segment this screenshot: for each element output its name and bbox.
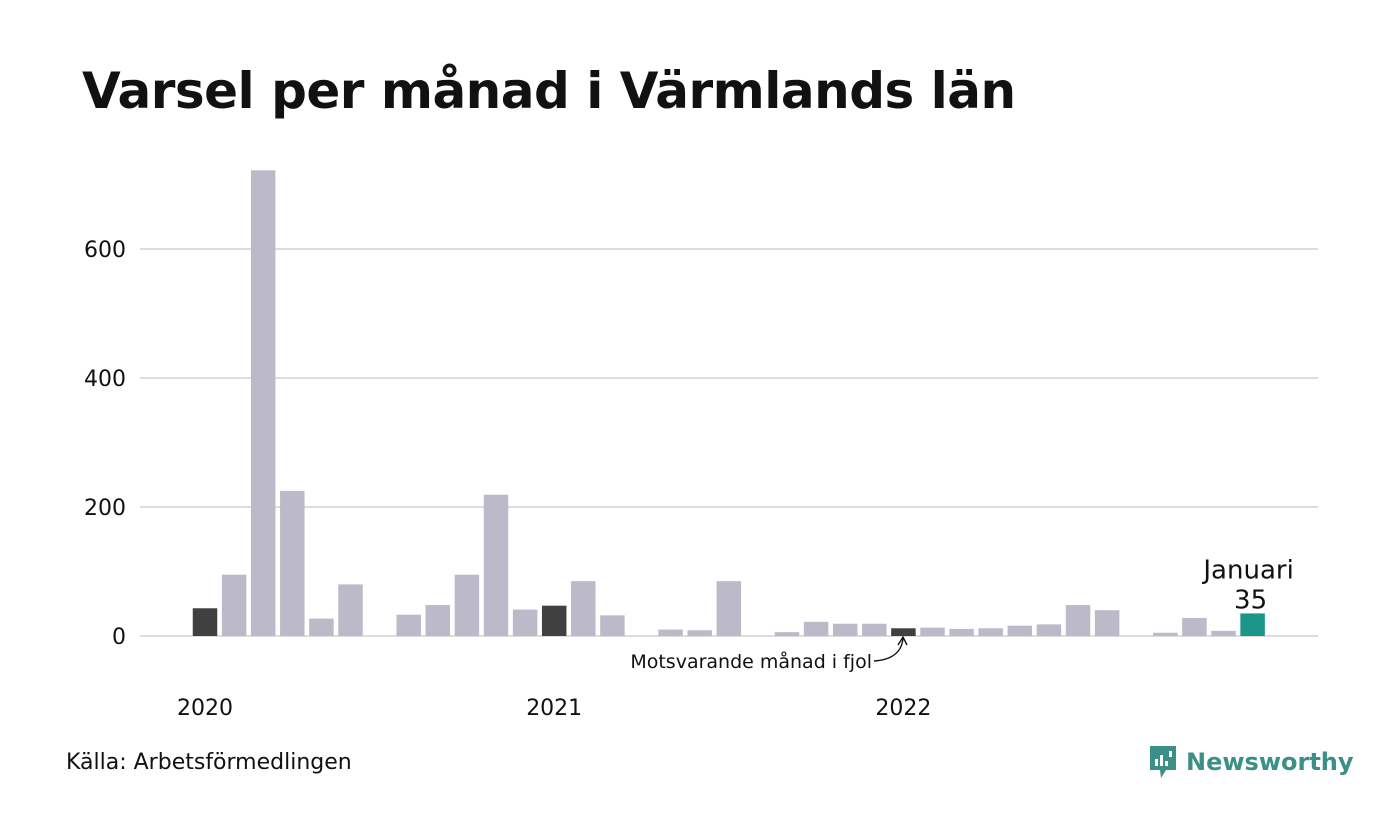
bar-2022-02 [920,627,945,636]
comparison-annotation: Motsvarande månad i fjol [630,650,872,673]
bar-2020-11 [483,494,509,636]
bar-2022-07 [1065,605,1091,636]
grid-lines [140,248,1318,637]
bar-2021-10 [803,621,829,636]
bar-2020-10 [454,574,480,636]
y-tick-label: 0 [112,625,126,650]
bar-2022-04 [978,628,1003,636]
bar-2020-02 [221,574,247,636]
highlight-value: 35 [1234,585,1267,615]
bar-2021-02 [571,581,596,636]
annotations: Motsvarande månad i fjol Januari 35 [630,555,1293,673]
bar-2020-08 [396,614,421,636]
y-tick-label: 600 [84,238,126,263]
bar-2022-01 [891,628,916,636]
bar-2020-12 [512,609,538,636]
bar-2020-05 [309,618,334,636]
bar-2021-03 [600,615,625,636]
comparison-arrow [873,637,904,662]
bar-2021-07 [716,581,742,636]
highlight-label: Januari [1201,555,1293,585]
brand-name: Newsworthy [1186,748,1354,776]
bar-chart: 0 200 400 600 2020 2021 2022 Motsvarande måna… [84,170,1318,721]
bar-2023-01 [1240,613,1265,636]
bar-2022-05 [1007,625,1033,636]
bars [192,170,1265,636]
bar-2021-12 [862,623,887,636]
newsworthy-logo-icon [1150,746,1176,778]
bar-2020-06 [338,584,363,636]
bar-2021-11 [832,623,858,636]
bar-2022-11 [1182,617,1207,636]
bar-2021-06 [687,630,712,636]
bar-2020-04 [280,490,305,636]
bar-2022-06 [1036,624,1062,636]
y-axis-labels: 0 200 400 600 [84,238,126,650]
bar-2022-08 [1094,610,1120,636]
brand-logo: Newsworthy [1148,744,1354,780]
x-tick-label: 2022 [875,696,931,721]
bar-2022-10 [1153,632,1178,636]
bar-2020-09 [425,605,451,636]
x-tick-label: 2021 [526,696,582,721]
bar-2021-01 [541,605,567,636]
bar-2022-12 [1211,630,1236,636]
bar-2022-03 [949,628,974,636]
bar-2021-05 [658,629,683,636]
comparison-arrowhead [897,635,908,646]
y-tick-label: 400 [84,367,126,392]
chart-title: Varsel per månad i Värmlands län [82,62,1016,120]
x-axis-labels: 2020 2021 2022 [177,696,931,721]
x-tick-label: 2020 [177,696,233,721]
bar-2021-09 [774,632,800,636]
y-tick-label: 200 [84,496,126,521]
source-note: Källa: Arbetsförmedlingen [66,750,352,775]
bar-2020-03 [250,170,276,636]
bar-2020-01 [192,608,218,636]
